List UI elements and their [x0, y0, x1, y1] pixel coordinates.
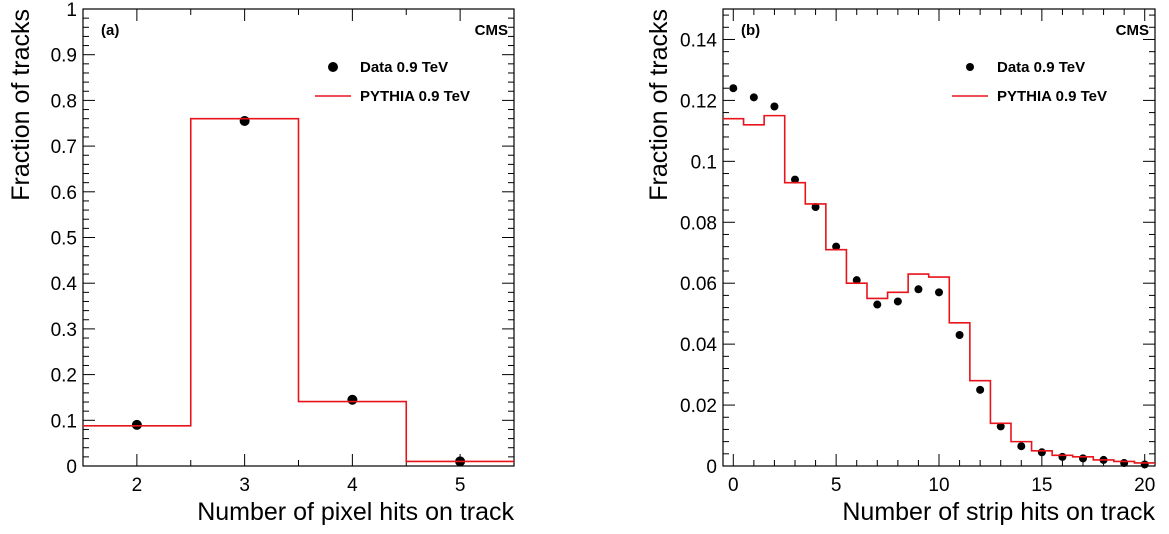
data-point: [729, 84, 738, 93]
data-point: [914, 285, 923, 294]
data-point: [976, 385, 985, 394]
y-tick-label: 0: [706, 457, 717, 478]
y-tick-label: 0.4: [51, 274, 78, 295]
y-tick-label: 0.1: [51, 411, 77, 432]
y-tick-label: 0.3: [51, 320, 77, 341]
data-point: [1058, 452, 1067, 461]
data-point: [749, 93, 758, 102]
y-tick-label: 0.9: [51, 46, 77, 67]
data-point: [832, 242, 841, 251]
legend-label-data: Data 0.9 TeV: [997, 59, 1085, 76]
y-tick-label: 0.2: [51, 366, 77, 387]
data-point: [239, 115, 250, 126]
y-tick-label: 0.8: [51, 91, 77, 112]
y-tick-label: 0.02: [680, 396, 717, 417]
x-axis-label: Number of strip hits on track: [842, 498, 1155, 526]
data-point: [791, 175, 799, 184]
x-tick-label: 0: [728, 475, 739, 496]
pythia-histogram-line: [83, 117, 514, 463]
y-tick-label: 0.12: [680, 91, 717, 112]
data-point: [893, 297, 902, 306]
y-tick-label: 0.5: [51, 229, 77, 250]
y-tick-label: 1: [66, 0, 77, 21]
y-tick-label: 0.06: [680, 274, 717, 295]
data-point: [996, 422, 1005, 431]
x-tick-label: 10: [928, 475, 949, 496]
data-point: [852, 276, 861, 285]
x-tick-label: 4: [347, 475, 358, 496]
y-tick-label: 0.1: [691, 152, 717, 173]
y-tick-label: 0.08: [680, 213, 717, 234]
x-axis-label: Number of pixel hits on track: [197, 498, 514, 526]
x-tick-label: 2: [132, 475, 143, 496]
data-point: [873, 300, 882, 309]
data-point: [770, 102, 779, 111]
panel-tag: (b): [741, 22, 760, 39]
x-tick-label: 20: [1134, 475, 1155, 496]
data-point: [955, 330, 964, 339]
data-point: [1079, 454, 1087, 463]
data-point: [1037, 448, 1046, 457]
legend-marker-data: [328, 62, 338, 72]
pythia-histogram-line: [723, 114, 1155, 464]
x-tick-label: 5: [831, 475, 842, 496]
data-point: [131, 419, 142, 430]
panel-b: 0 0.02 0.04 0.06 0.08 0.1 0.12 0.14 0 5 10 15 20Numb…: [645, 8, 1156, 526]
panel-tag: (a): [101, 22, 119, 39]
x-tick-label: 3: [239, 475, 250, 496]
legend-label-pythia: PYTHIA 0.9 TeV: [360, 88, 470, 105]
x-tick-label: 15: [1031, 475, 1052, 496]
legend-marker-data: [966, 63, 974, 71]
data-point: [1120, 458, 1129, 467]
data-point: [1140, 460, 1149, 469]
legend-label-pythia: PYTHIA 0.9 TeV: [997, 88, 1107, 105]
experiment-label: CMS: [475, 22, 508, 39]
y-tick-label: 0: [66, 457, 77, 478]
data-point: [811, 203, 820, 212]
panel-a: 0 0.1 0.2 0.3 0.4 0.5 0.6 0.7 0.8 0.9 1 2 3 4 5Number …: [7, 0, 515, 526]
legend-label-data: Data 0.9 TeV: [360, 59, 448, 76]
plot-frame: [722, 8, 1156, 467]
data-point: [347, 394, 358, 405]
experiment-label: CMS: [1116, 22, 1149, 39]
x-tick-label: 5: [455, 475, 466, 496]
y-tick-label: 0.04: [680, 335, 717, 356]
y-axis-label: Fraction of tracks: [7, 9, 35, 201]
y-tick-label: 0.6: [51, 183, 77, 204]
y-tick-label: 0.7: [51, 137, 77, 158]
data-point: [1017, 442, 1026, 451]
data-point: [935, 288, 943, 297]
y-axis-label: Fraction of tracks: [645, 9, 673, 201]
y-tick-label: 0.14: [680, 30, 717, 51]
